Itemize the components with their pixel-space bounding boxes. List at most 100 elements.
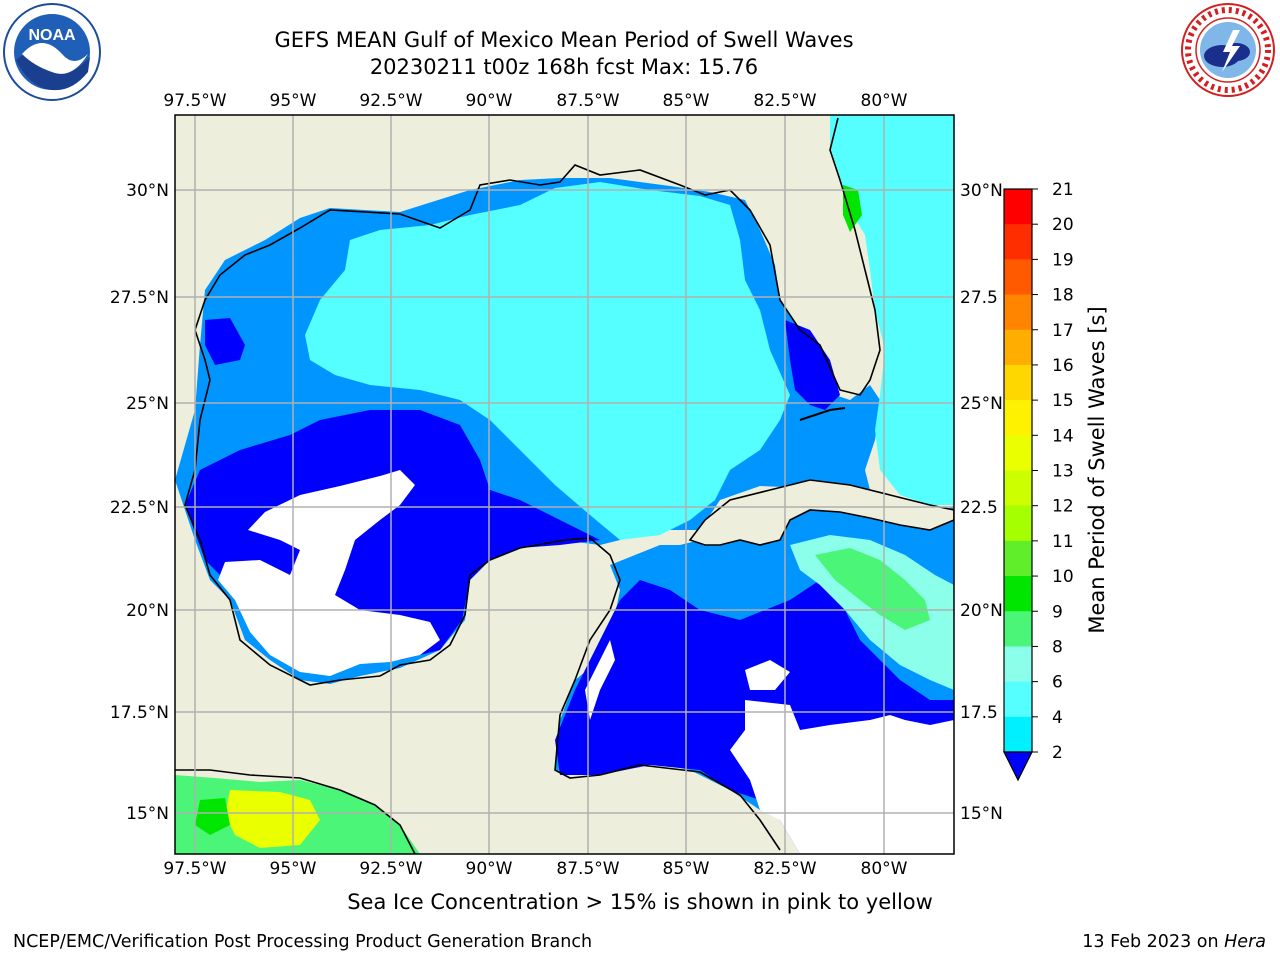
colorbar-tick-label: 4 — [1052, 708, 1063, 728]
lon-label: 95°W — [270, 859, 317, 879]
colorbar-tick-label: 2 — [1052, 743, 1063, 763]
colorbar-bin — [1004, 435, 1032, 471]
map-gridlines — [175, 115, 954, 854]
noaa-logo-text: NOAA — [28, 27, 76, 44]
colorbar — [1003, 188, 1038, 782]
central-america-coastline — [175, 769, 416, 854]
lat-label: 25°N — [126, 394, 169, 414]
lat-labels-left: 30°N 27.5°N 25°N 22.5°N 20°N 17.5°N 15°N — [110, 181, 169, 824]
pacific-high-period-zone — [225, 790, 320, 848]
colorbar-bin — [1004, 716, 1032, 753]
lon-label: 80°W — [861, 859, 908, 879]
colorbar-tick-label: 19 — [1052, 250, 1074, 270]
gulf-long-period-zone — [305, 182, 790, 540]
atlantic-green-zone — [843, 185, 862, 232]
colorbar-tick-label: 10 — [1052, 567, 1074, 587]
lon-label: 82.5°W — [753, 91, 816, 111]
colorbar-tick-label: 18 — [1052, 286, 1074, 306]
cuba-coastline — [688, 479, 954, 546]
lat-label: 30°N — [960, 181, 1003, 201]
pacific-green-zone — [195, 798, 230, 835]
map-frame — [174, 114, 955, 855]
colorbar-bin — [1004, 681, 1032, 718]
colorbar-tick-label: 14 — [1052, 426, 1074, 446]
mexico-coastline — [184, 329, 781, 851]
gulf-nodata-zone — [218, 470, 440, 676]
lat-label: 15°N — [960, 804, 1003, 824]
colorbar-bin — [1004, 646, 1032, 683]
footer-date: 13 Feb 2023 on Hera — [1082, 932, 1266, 952]
nws-logo-icon — [1181, 3, 1275, 97]
lon-label: 95°W — [270, 91, 317, 111]
colorbar-bin — [1004, 576, 1032, 612]
colorbar-bin — [1004, 294, 1032, 331]
lon-label: 90°W — [466, 859, 513, 879]
caribbean-nodata-zone-3 — [585, 640, 615, 720]
colorbar-bin — [1004, 224, 1032, 260]
colorbar-bin — [1004, 329, 1032, 366]
lat-label: 17.5°N — [110, 703, 169, 723]
lon-label: 92.5°W — [359, 91, 422, 111]
lon-label: 85°W — [663, 91, 710, 111]
colorbar-bin — [1004, 189, 1032, 225]
lat-label: 20°N — [126, 601, 169, 621]
map-panel — [175, 115, 954, 854]
colorbar-bin — [1004, 611, 1032, 647]
colorbar-bin — [1004, 364, 1032, 401]
colorbar-bin — [1004, 470, 1032, 507]
footer-host: Hera — [1224, 932, 1266, 952]
colorbar-label: Mean Period of Swell Waves [s] — [1085, 306, 1109, 634]
colorbar-bin — [1004, 259, 1032, 296]
lon-labels-top: 97.5°W 95°W 92.5°W 90°W 87.5°W 85°W 82.5… — [163, 91, 907, 111]
lat-label: 22.5 — [960, 498, 998, 518]
lon-label: 92.5°W — [359, 859, 422, 879]
lon-label: 97.5°W — [163, 91, 226, 111]
gulf-short-period-zone-east — [785, 320, 840, 410]
colorbar-extend-triangle — [1003, 751, 1033, 782]
sea-ice-note: Sea Ice Concentration > 15% is shown in … — [347, 890, 933, 914]
lat-label: 20°N — [960, 601, 1003, 621]
lat-label: 25°N — [960, 394, 1003, 414]
lon-label: 80°W — [861, 91, 908, 111]
colorbar-tick-label: 15 — [1052, 391, 1074, 411]
footer-credit: NCEP/EMC/Verification Post Processing Pr… — [13, 932, 593, 952]
lat-label: 30°N — [126, 181, 169, 201]
lon-label: 90°W — [466, 91, 513, 111]
chart-title: GEFS MEAN Gulf of Mexico Mean Period of … — [274, 28, 854, 52]
colorbar-tick-label: 21 — [1052, 180, 1074, 200]
lat-labels-right: 30°N 27.5 25°N 22.5 20°N 17.5 15°N — [960, 181, 1003, 824]
footer-date-text: 13 Feb 2023 on — [1082, 932, 1225, 952]
lon-label: 85°W — [663, 859, 710, 879]
colorbar-tick-label: 6 — [1052, 673, 1063, 693]
colorbar-tick-label: 12 — [1052, 497, 1074, 517]
lat-label: 27.5 — [960, 288, 998, 308]
lon-labels-bottom: 97.5°W 95°W 92.5°W 90°W 87.5°W 85°W 82.5… — [163, 859, 907, 879]
gulf-coastline — [194, 117, 881, 396]
colorbar-ticks: 21 20 19 18 17 16 15 14 13 12 11 10 9 8 6 4 2 — [1052, 180, 1074, 763]
lon-label: 87.5°W — [556, 859, 619, 879]
gulf-short-period-zone — [185, 410, 600, 660]
lat-label: 17.5 — [960, 703, 998, 723]
colorbar-tick-label: 20 — [1052, 215, 1074, 235]
lon-label: 97.5°W — [163, 859, 226, 879]
colorbar-tick-label: 11 — [1052, 532, 1074, 552]
colorbar-bin — [1004, 400, 1032, 436]
colorbar-tick-label: 13 — [1052, 462, 1074, 482]
colorbar-tick-label: 9 — [1052, 602, 1063, 622]
caribbean-nodata-zone-2 — [745, 660, 790, 690]
colorbar-tick-label: 16 — [1052, 356, 1074, 376]
lon-label: 87.5°W — [556, 91, 619, 111]
lat-label: 22.5°N — [110, 498, 169, 518]
caribbean-nodata-zone — [730, 700, 954, 854]
chart-subtitle: 20230211 t00z 168h fcst Max: 15.76 — [369, 55, 759, 79]
florida-keys — [799, 407, 846, 421]
noaa-logo-icon: NOAA — [3, 3, 101, 101]
lat-label: 15°N — [126, 804, 169, 824]
colorbar-bin — [1004, 540, 1032, 577]
lat-label: 27.5°N — [110, 288, 169, 308]
lon-label: 82.5°W — [753, 859, 816, 879]
gulf-short-period-zone-west — [205, 318, 245, 365]
colorbar-tick-label: 8 — [1052, 637, 1063, 657]
colorbar-tick-label: 17 — [1052, 321, 1074, 341]
